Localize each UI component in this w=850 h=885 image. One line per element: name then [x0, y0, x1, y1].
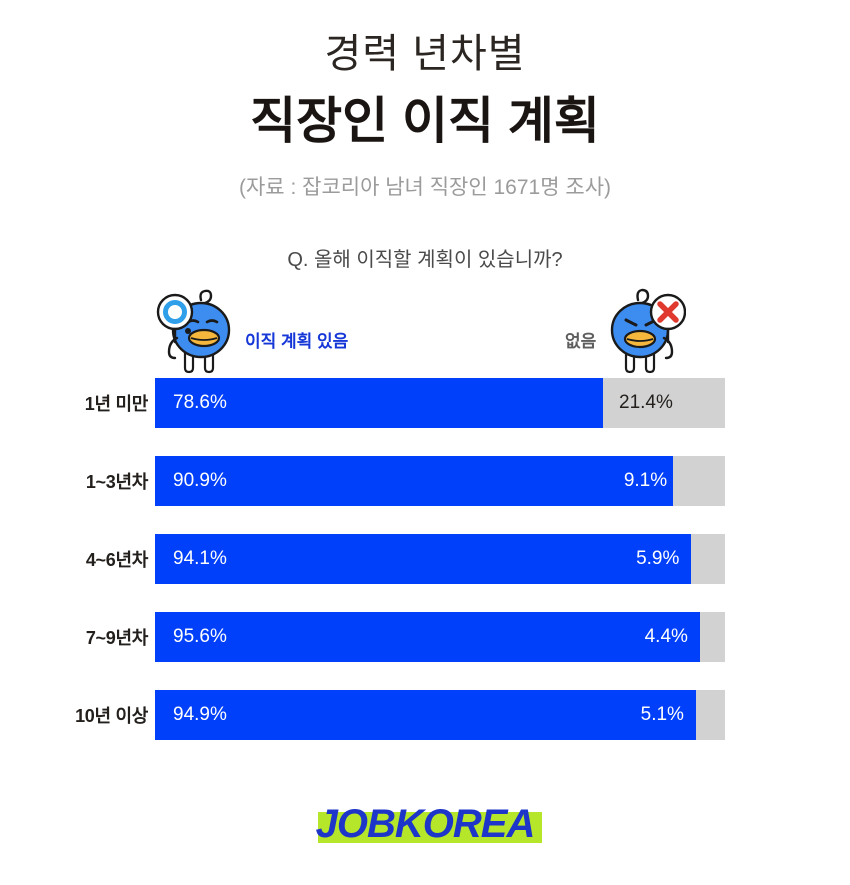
bar-value-yes: 90.9%: [173, 469, 227, 491]
bar-value-yes: 78.6%: [173, 391, 227, 413]
chart-row: 7~9년차 95.6% 4.4%: [0, 611, 850, 662]
bar-value-no: 9.1%: [623, 469, 668, 491]
category-label: 1년 미만: [84, 393, 149, 414]
chart-row: 10년 이상 94.9% 5.1%: [0, 689, 850, 740]
chart-row: 1~3년차 90.9% 9.1%: [0, 455, 850, 506]
bar-value-no: 5.1%: [640, 703, 684, 725]
legend-label-no: 없음: [565, 331, 597, 351]
bar-segment-yes: [155, 533, 692, 584]
chart-row: 1년 미만 78.6% 21.4%: [0, 377, 850, 428]
bar-segment-yes: [155, 689, 696, 740]
chart-row: 4~6년차 94.1% 5.9%: [0, 533, 850, 584]
page-title: 직장인 이직 계획: [250, 93, 600, 149]
bar-segment-yes: [155, 611, 700, 662]
jobkorea-logo[interactable]: JOBKOREA: [312, 802, 543, 847]
logo-highlight-bar: [317, 812, 543, 843]
bar-track: 78.6% 21.4%: [155, 377, 725, 428]
bar-track: 94.9% 5.1%: [155, 689, 725, 740]
bar-value-yes: 94.9%: [173, 703, 227, 725]
blue-duck-mascot-holding-x-icon: [602, 286, 687, 374]
source-note: (자료 : 잡코리아 남녀 직장인 1671명 조사): [238, 175, 612, 199]
survey-question: Q. 올해 이직할 계획이 있습니까?: [287, 248, 563, 271]
legend-item-yes: 이직 계획 있음: [155, 286, 348, 374]
legend-label-yes: 이직 계획 있음: [245, 331, 349, 351]
bar-segment-yes: [155, 455, 674, 506]
category-label: 4~6년차: [85, 549, 148, 570]
legend: 이직 계획 있음 없음: [0, 282, 850, 374]
legend-item-no: 없음: [565, 286, 687, 374]
category-label: 7~9년차: [85, 627, 148, 648]
footer: JOBKOREA: [0, 802, 850, 847]
bar-value-no: 21.4%: [619, 391, 673, 413]
bar-track: 90.9% 9.1%: [155, 455, 725, 506]
title-line-1: 경력 년차별: [324, 32, 526, 76]
category-label: 1~3년차: [85, 471, 148, 492]
bar-segment-yes: [155, 377, 604, 428]
blue-duck-mascot-holding-o-icon: [155, 286, 239, 374]
stacked-bar-chart: 1년 미만 78.6% 21.4% 1~3년차 90.9% 9.1% 4~6년차…: [0, 377, 850, 740]
bar-value-yes: 94.1%: [173, 547, 227, 569]
bar-value-no: 4.4%: [644, 625, 688, 647]
header: 경력 년차별 직장인 이직 계획 (자료 : 잡코리아 남녀 직장인 1671명…: [0, 0, 850, 272]
bar-track: 94.1% 5.9%: [155, 533, 725, 584]
category-label: 10년 이상: [75, 705, 148, 726]
bar-track: 95.6% 4.4%: [155, 611, 725, 662]
bar-value-no: 5.9%: [636, 547, 680, 569]
bar-value-yes: 95.6%: [173, 625, 227, 647]
logo-text: JOBKOREA: [315, 802, 536, 846]
